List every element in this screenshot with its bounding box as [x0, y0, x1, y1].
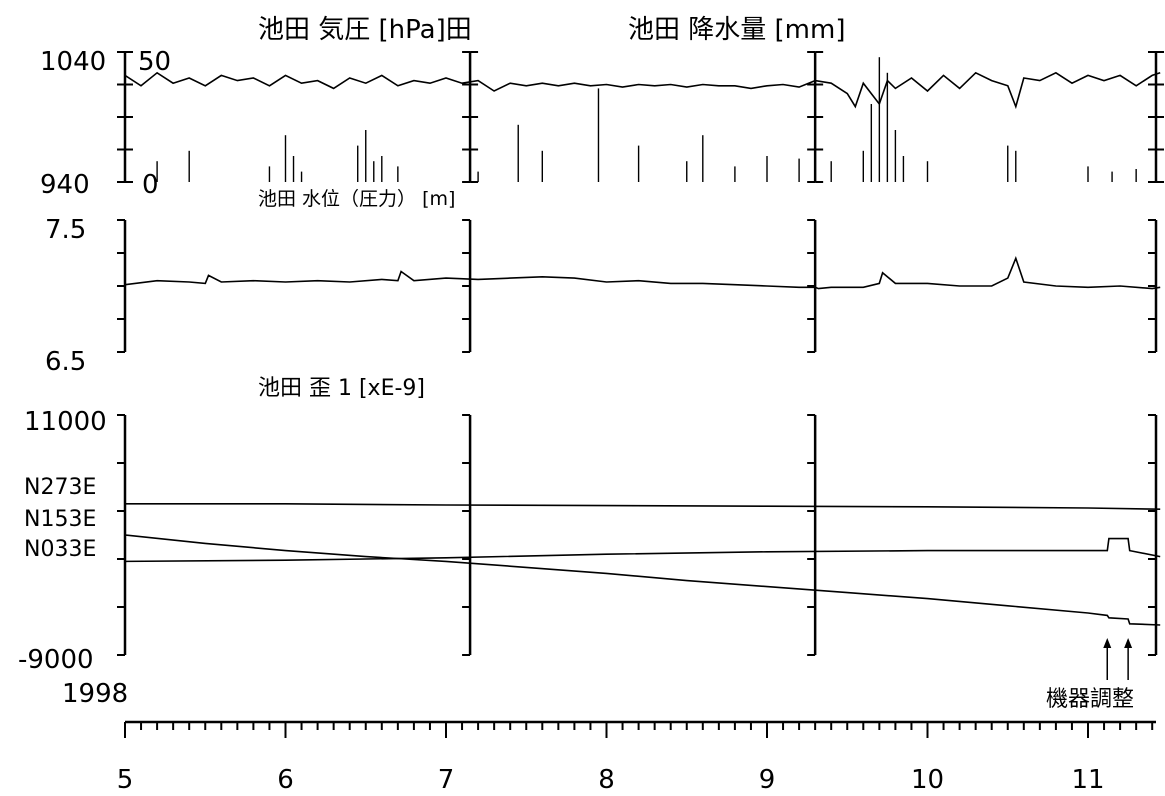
- pressure-series: [124, 71, 1161, 110]
- strain-line-n153e: [124, 534, 1161, 626]
- panel-title-precipitation: 池田 降水量 [mm]: [628, 15, 845, 45]
- x-tick-label: 11: [1071, 765, 1104, 795]
- strain-line-n033e: [124, 537, 1161, 563]
- strain-label-n273e: N273E: [24, 475, 96, 500]
- pressure-ymax-label: 1040: [40, 47, 106, 77]
- annotation-arrowhead: [1124, 638, 1133, 648]
- water-level-series: [124, 255, 1161, 290]
- water-ymin-label: 6.5: [45, 347, 86, 377]
- strain-series: [124, 502, 1161, 626]
- x-axis: 5 6 7 8 9 10 11: [117, 720, 1156, 795]
- x-tick-label: 10: [911, 765, 944, 795]
- strain-ymax-label: 11000: [24, 407, 107, 437]
- strain-ymin-label: -9000: [18, 645, 94, 675]
- pressure-ymin-label: 940: [40, 170, 90, 200]
- panel-title-strain: 池田 歪 1 [xE-9]: [258, 376, 425, 401]
- panel-title-water-level: 池田 水位（圧力） [m]: [258, 188, 455, 210]
- x-tick-label: 6: [277, 765, 294, 795]
- x-tick-label: 9: [759, 765, 776, 795]
- annotation-arrows: [1103, 638, 1133, 680]
- year-label: 1998: [62, 679, 128, 709]
- strain-line-n273e: [125, 502, 1161, 510]
- x-tick-label: 7: [438, 765, 455, 795]
- annotation-label: 機器調整: [1046, 687, 1134, 712]
- pressure-line: [124, 71, 1161, 110]
- panel-title-pressure: 池田 気圧 [hPa]田: [258, 15, 472, 45]
- water-ymax-label: 7.5: [45, 215, 86, 245]
- panel-frames: [117, 51, 1164, 656]
- strain-label-n033e: N033E: [24, 537, 96, 562]
- annotation-arrowhead: [1103, 638, 1112, 648]
- precip-ymin-label: 0: [142, 170, 159, 200]
- precipitation-bars: [156, 57, 1137, 182]
- water-level-line: [124, 255, 1161, 290]
- precip-ymax-label: 50: [138, 47, 171, 77]
- x-tick-label: 5: [117, 765, 134, 795]
- strain-label-n153e: N153E: [24, 507, 96, 532]
- x-tick-label: 8: [598, 765, 615, 795]
